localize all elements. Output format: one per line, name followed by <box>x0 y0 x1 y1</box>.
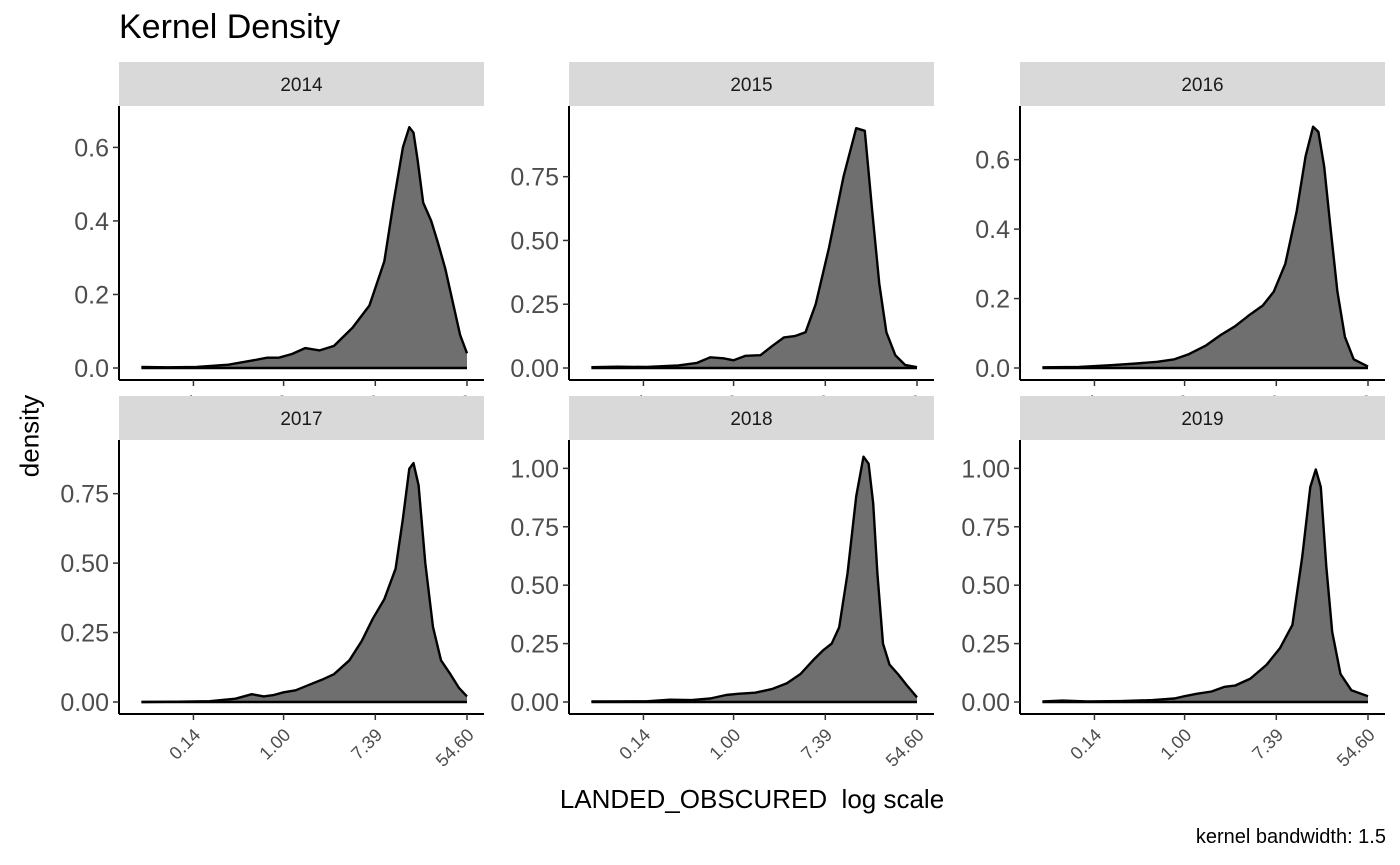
x-tick-label-2018: 1.00 <box>705 725 744 764</box>
y-tick-label-2017: 0.75 <box>60 481 109 509</box>
facet-strip-2018 <box>569 396 934 440</box>
facet-strip-label-2016: 2016 <box>1181 75 1223 96</box>
density-area-2016 <box>1042 126 1368 368</box>
y-tick-label-2014: 0.2 <box>74 281 109 309</box>
chart-title: Kernel Density <box>119 8 341 46</box>
facet-strip-label-2019: 2019 <box>1181 409 1223 430</box>
y-tick-label-2015: 0.50 <box>510 227 559 255</box>
y-tick-label-2019: 0.50 <box>961 572 1010 600</box>
y-tick-label-2016: 0.6 <box>975 147 1010 175</box>
y-tick-label-2015: 0.75 <box>510 164 559 192</box>
y-tick-label-2017: 0.25 <box>60 620 109 648</box>
x-tick-label-2017: 54.60 <box>432 725 478 771</box>
y-tick-label-2019: 0.25 <box>961 631 1010 659</box>
density-curve-2016 <box>1042 125 1369 369</box>
facet-strip-2017 <box>119 396 484 440</box>
x-axis-label: LANDED_OBSCURED log scale <box>559 784 945 814</box>
facet-strip-label-2018: 2018 <box>730 409 772 430</box>
density-curve-2018 <box>591 455 918 703</box>
y-tick-label-2017: 0.50 <box>60 550 109 578</box>
density-curve-2019 <box>1042 468 1369 703</box>
density-curve-2017 <box>141 461 468 704</box>
x-tick-label-2018: 0.14 <box>615 725 654 764</box>
y-tick-label-2019: 0.00 <box>961 689 1010 717</box>
y-tick-label-2014: 0.4 <box>74 208 109 236</box>
y-tick-label-2019: 0.75 <box>961 514 1010 542</box>
y-tick-label-2018: 0.50 <box>510 572 559 600</box>
x-tick-label-2019: 54.60 <box>1333 725 1379 771</box>
facet-strip-label-2015: 2015 <box>730 75 772 96</box>
x-tick-label-2017: 7.39 <box>347 725 386 764</box>
x-tick-label-2017: 1.00 <box>255 725 294 764</box>
x-tick-label-2017: 0.14 <box>165 725 204 764</box>
x-tick-label-2019: 7.39 <box>1248 725 1287 764</box>
x-tick-label-2019: 1.00 <box>1156 725 1195 764</box>
density-area-2017 <box>141 463 467 702</box>
density-area-2014 <box>141 127 467 368</box>
y-tick-label-2016: 0.2 <box>975 286 1010 314</box>
facet-strip-label-2017: 2017 <box>280 409 322 430</box>
density-area-2019 <box>1042 469 1368 702</box>
x-tick-label-2018: 7.39 <box>797 725 836 764</box>
facet-strip-2015 <box>569 62 934 106</box>
density-area-2018 <box>591 456 917 702</box>
y-tick-label-2014: 0.6 <box>74 134 109 162</box>
y-tick-label-2018: 1.00 <box>510 455 559 483</box>
y-tick-label-2018: 0.25 <box>510 631 559 659</box>
y-tick-label-2016: 0.0 <box>975 355 1010 383</box>
y-tick-label-2019: 1.00 <box>961 455 1010 483</box>
y-tick-label-2014: 0.0 <box>74 355 109 383</box>
chart-caption: kernel bandwidth: 1.5 <box>1195 826 1386 848</box>
density-curve-2014 <box>141 126 469 369</box>
facet-strip-2019 <box>1020 396 1385 440</box>
y-tick-label-2018: 0.00 <box>510 689 559 717</box>
y-tick-label-2016: 0.4 <box>975 216 1010 244</box>
y-tick-label-2015: 0.00 <box>510 355 559 383</box>
x-tick-label-2019: 0.14 <box>1066 725 1105 764</box>
density-curve-2015 <box>591 126 918 369</box>
facet-strip-2016 <box>1020 62 1385 106</box>
y-tick-label-2017: 0.00 <box>60 689 109 717</box>
y-tick-label-2018: 0.75 <box>510 514 559 542</box>
facet-strip-2014 <box>119 62 484 106</box>
facet-strip-label-2014: 2014 <box>280 75 323 96</box>
density-area-2015 <box>591 128 917 368</box>
x-tick-label-2018: 54.60 <box>882 725 928 771</box>
y-tick-label-2015: 0.25 <box>510 291 559 319</box>
